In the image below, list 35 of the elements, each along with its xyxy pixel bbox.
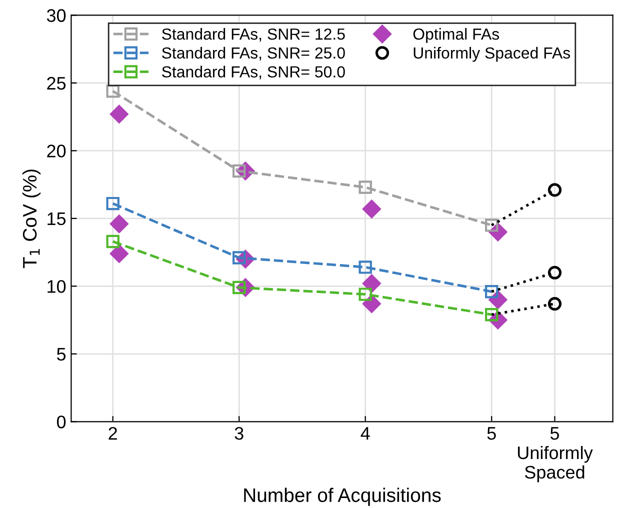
x-tick-label: 2: [108, 426, 117, 440]
y-tick-label: 10: [48, 280, 66, 293]
point: [106, 84, 120, 98]
y-tick-label: 0: [56, 416, 66, 428]
x-tick-label: 5 Uniformly Spaced: [518, 427, 593, 482]
point: [358, 288, 372, 301]
point: [110, 244, 128, 263]
y-tick-label: 25: [47, 76, 66, 90]
point: [110, 214, 128, 233]
y-tick-label: 20: [47, 144, 66, 158]
legend-label: Uniformly Spaced FAs: [414, 46, 570, 62]
point: [485, 284, 498, 298]
y-tick-label: 15: [48, 212, 66, 226]
legend-label: Optimal FAs: [413, 28, 500, 43]
point: [362, 274, 381, 293]
y-tick-label: 5: [57, 348, 66, 361]
x-tick-label: 3: [234, 426, 244, 440]
y-tick-label: 30: [46, 9, 66, 22]
point: [548, 296, 562, 311]
x-tick-label: 5: [487, 427, 496, 440]
legend-label: Standard FAs, SNR= 25.0: [162, 46, 345, 61]
point: [106, 234, 120, 248]
y-axis-title: T$_{1}$ CoV (%): [22, 170, 41, 268]
point: [362, 200, 381, 218]
point: [358, 180, 372, 194]
point: [548, 183, 562, 197]
point: [358, 260, 372, 274]
legend-label: Standard FAs, SNR= 12.5: [162, 28, 345, 42]
x-axis-title: Number of Acquisitions: [244, 488, 441, 506]
point: [485, 218, 498, 232]
x-tick-label: 4: [360, 427, 370, 440]
point: [106, 196, 120, 210]
legend-label: Standard FAs, SNR= 50.0: [162, 66, 345, 80]
point: [548, 266, 562, 280]
point: [110, 105, 128, 124]
